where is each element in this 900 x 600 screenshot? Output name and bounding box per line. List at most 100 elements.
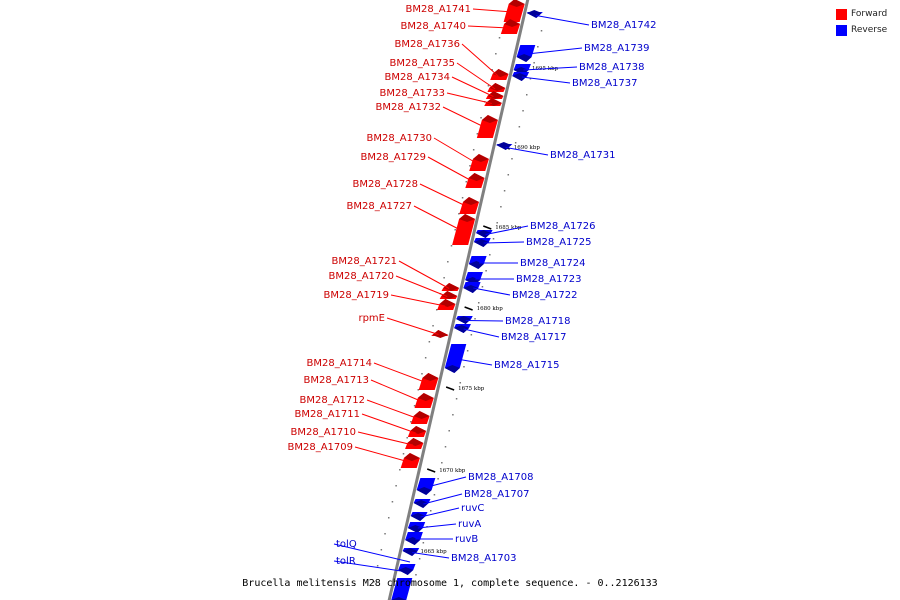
map-caption: Brucella melitensis M28 chromosome 1, co… [242, 578, 658, 589]
minor-tick-dot [500, 206, 502, 208]
minor-tick-dot [503, 190, 506, 192]
gene-leader-line [442, 106, 487, 129]
gene-leader-line [398, 260, 450, 289]
gene-bm28_a1712: BM28_A1712 [299, 395, 430, 424]
minor-tick-dot [402, 453, 405, 455]
gene-bm28_a1710: BM28_A1710 [290, 427, 424, 449]
gene-bm28_a1715: BM28_A1715 [444, 344, 560, 373]
minor-tick-dot [395, 485, 397, 487]
minor-tick-dot [433, 494, 436, 496]
gene-leader-line [412, 552, 450, 559]
gene-arrow-forward-face [432, 330, 449, 338]
minor-tick-dot [437, 478, 439, 480]
gene-bm28_a1723: BM28_A1723 [465, 272, 582, 285]
gene-label: BM28_A1707 [464, 489, 530, 500]
gene-arrow-reverse-face [512, 73, 528, 81]
gene-label: BM28_A1711 [294, 409, 360, 420]
gene-leader-line [370, 379, 424, 403]
gene-arrow-reverse-face [526, 10, 542, 18]
gene-leader-line [395, 275, 448, 297]
legend-label-reverse: Reverse [851, 25, 888, 35]
gene-bm28_a1737: BM28_A1737 [512, 72, 638, 89]
gene-label: ruvA [458, 519, 481, 530]
gene-label: BM28_A1742 [591, 20, 657, 31]
gene-label: BM28_A1727 [346, 201, 412, 212]
gene-arrow-reverse-face [454, 325, 470, 333]
gene-arrow-reverse-face [444, 365, 460, 373]
gene-label: BM28_A1712 [299, 395, 365, 406]
gene-arrow-reverse [444, 344, 467, 373]
gene-label: BM28_A1717 [501, 332, 567, 343]
gene-label: BM28_A1737 [572, 78, 638, 89]
gene-label: BM28_A1715 [494, 360, 560, 371]
gene-label: BM28_A1734 [384, 72, 450, 83]
minor-tick-dot [448, 430, 450, 432]
gene-arrow-reverse-face [475, 230, 491, 238]
minor-tick-dot [492, 238, 495, 240]
gene-arrow-forward-face [485, 98, 502, 106]
gene-bm28_a1718: BM28_A1718 [456, 316, 571, 327]
minor-tick-dot [415, 574, 417, 576]
gene-bm28_a1703: BM28_A1703 [402, 548, 517, 564]
gene-label: BM28_A1733 [379, 88, 445, 99]
gene-bm28_a1714: BM28_A1714 [306, 358, 439, 390]
gene-bm28_a1709: BM28_A1709 [287, 442, 420, 468]
legend: Forward Reverse [836, 6, 887, 38]
minor-tick-dot [477, 302, 480, 304]
minor-tick-dot [376, 565, 379, 567]
gene-label: BM28_A1709 [287, 442, 353, 453]
minor-tick-dot [450, 245, 453, 247]
legend-item-forward: Forward [836, 6, 887, 22]
scale-tick-label: 1685 kbp [495, 225, 522, 231]
gene-label: BM28_A1714 [306, 358, 372, 369]
minor-tick-dot [485, 270, 487, 272]
scale-tick-label: 1675 kbp [458, 386, 485, 392]
gene-arrow-forward-face [481, 115, 498, 123]
gene-label: BM28_A1728 [352, 179, 418, 190]
scale-tick-label: 1670 kbp [439, 468, 466, 474]
minor-tick-dot [540, 30, 543, 32]
gene-arrow-forward-face [472, 154, 489, 162]
minor-tick-dot [511, 158, 513, 160]
minor-tick-dot [418, 558, 421, 560]
gene-leader-line [505, 147, 549, 156]
minor-tick-dot [522, 110, 524, 112]
minor-tick-dot [424, 357, 427, 359]
minor-tick-dot [470, 334, 473, 336]
gene-label: BM28_A1736 [394, 39, 460, 50]
gene-arrow-forward-face [413, 411, 430, 419]
minor-tick-dot [514, 142, 517, 144]
gene-bm28_a1728: BM28_A1728 [352, 179, 479, 214]
gene-leader-line [386, 317, 439, 335]
minor-tick-dot [444, 446, 447, 448]
gene-bm28_a1717: BM28_A1717 [454, 324, 567, 343]
minor-tick-dot [465, 181, 468, 183]
gene-bm28_a1721: BM28_A1721 [331, 256, 460, 291]
minor-tick-dot [495, 53, 497, 55]
scale-tick-mark [464, 306, 473, 311]
gene-label: BM28_A1729 [360, 152, 426, 163]
gene-label: ruvB [455, 534, 478, 545]
gene-bm28_a1735: BM28_A1735 [389, 58, 506, 92]
gene-label: BM28_A1725 [526, 237, 592, 248]
gene-label: BM28_A1722 [512, 290, 578, 301]
minor-tick-dot [487, 85, 490, 87]
gene-ruva: ruvA [407, 519, 481, 533]
gene-bm28_a1734: BM28_A1734 [384, 72, 504, 99]
gene-leader-line [361, 413, 416, 434]
gene-leader-line [433, 137, 479, 165]
minor-tick-dot [496, 222, 498, 224]
minor-tick-dot [432, 325, 434, 327]
gene-arrow-forward-face [489, 83, 506, 91]
minor-tick-dot [474, 318, 476, 320]
gene-arrow-forward [452, 214, 476, 245]
gene-label: BM28_A1723 [516, 274, 582, 285]
minor-tick-dot [533, 62, 535, 64]
minor-tick-dot [410, 421, 412, 423]
minor-tick-dot [417, 389, 420, 391]
scale-tick-mark [445, 386, 455, 391]
minor-tick-dot [476, 133, 479, 135]
gene-leader-line [413, 205, 463, 232]
gene-leader-line [483, 241, 525, 244]
